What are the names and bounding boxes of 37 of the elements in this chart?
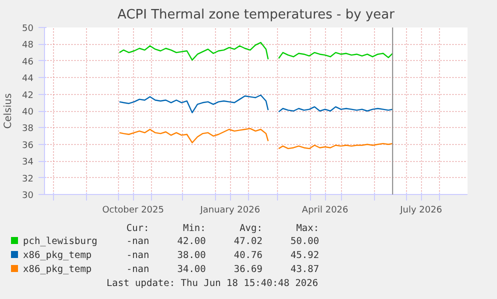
y-tick-label: 46 [22,57,34,68]
y-tick-label: 32 [22,174,34,184]
text: Last update: Thu Jun 18 15:40:48 2026 [105,277,320,291]
text: Min: [182,223,206,235]
text: 40.76 [232,249,262,263]
text: 50.00 [289,235,320,249]
text: 38.00 [176,249,206,263]
chart-title: ACPI Thermal zone temperatures - by year [118,8,396,22]
y-tick-label: 30 [22,191,34,201]
text: 43.87 [289,263,320,277]
legend-label: x86_pkg_temp [22,263,93,277]
text: 36.69 [232,263,262,277]
x-tick-label: January 2026 [199,206,260,216]
x-tick-label: April 2026 [302,206,349,216]
y-tick-label: 38 [22,124,34,134]
y-tick-label: 50 [22,24,34,34]
x-tick-label: October 2025 [102,206,164,216]
y-tick-label: 36 [22,140,34,151]
y-tick-label: 44 [22,74,34,84]
legend-label: x86_pkg_temp [22,249,93,263]
text: Cur: [125,223,150,235]
text: -nan [125,249,150,263]
y-axis-title: Celsius [3,93,14,129]
x-tick-label: July 2026 [399,206,442,216]
text: -nan [125,263,150,277]
text: 45.92 [289,249,320,263]
text: 42.00 [176,235,206,249]
text: Avg: [238,223,262,235]
legend-label: pch_lewisburg [22,235,98,249]
y-tick-label: 40 [22,108,34,118]
text: -nan [125,235,150,249]
text: 47.02 [232,235,262,249]
y-tick-label: 48 [22,40,34,51]
y-tick-label: 42 [22,90,34,101]
y-tick-label: 34 [22,158,34,168]
text: 34.00 [176,263,206,277]
text: Max: [295,223,320,235]
